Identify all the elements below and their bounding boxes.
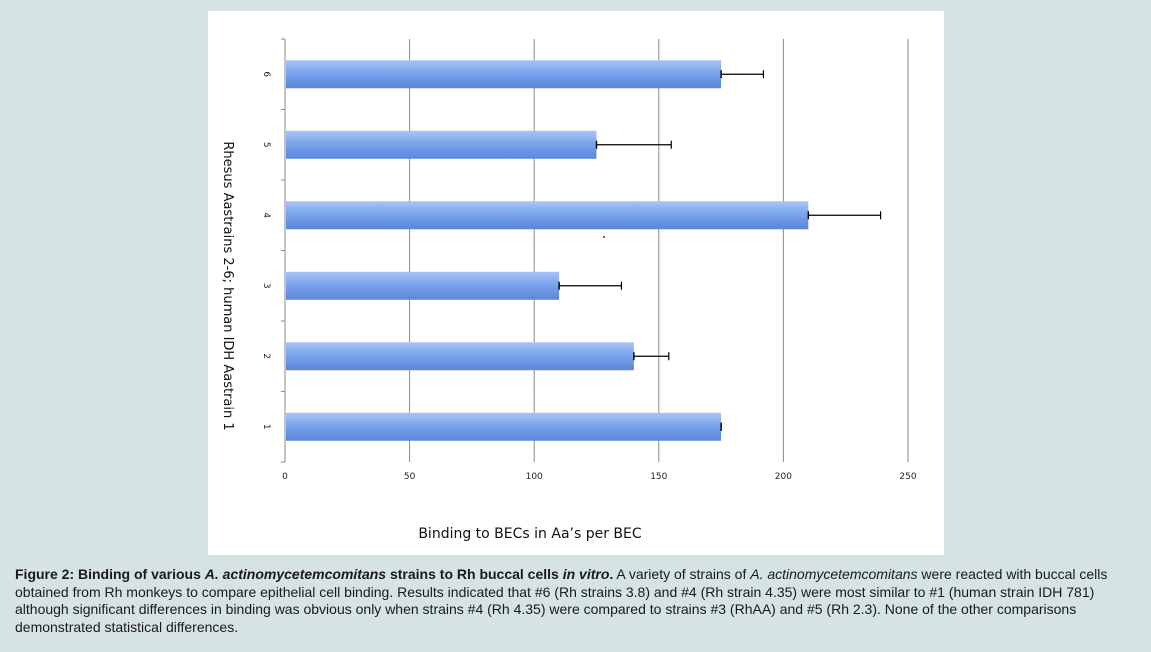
bar-chart: 1 2 3 4 5 6 0 50 100 150 200 250 Binding to BECs i… xyxy=(220,38,917,542)
bar-6 xyxy=(286,60,722,89)
y-axis-title: Rhesus Aastrains 2-6; human IDH Aastrain… xyxy=(220,141,235,430)
bar-4 xyxy=(286,201,809,230)
chart-panel: 1 2 3 4 5 6 0 50 100 150 200 250 Binding to BECs i… xyxy=(208,11,944,555)
caption-body-species: A. actinomycetemcomitans xyxy=(750,566,918,582)
y-tick-label-3: 3 xyxy=(261,283,271,289)
gridlines xyxy=(409,39,909,462)
error-bars xyxy=(558,70,882,431)
caption-lead-invitro: in vitro xyxy=(562,566,610,582)
stray-dot xyxy=(603,236,605,238)
x-tick-label-150: 150 xyxy=(650,472,667,482)
x-tick-label-100: 100 xyxy=(526,472,543,482)
caption-lead-text: Figure 2: Binding of various xyxy=(15,566,205,582)
bar-3 xyxy=(286,271,560,300)
y-tick-labels: 1 2 3 4 5 6 xyxy=(261,71,271,429)
y-tick-label-2: 2 xyxy=(261,353,271,359)
bars xyxy=(286,60,809,441)
caption-lead-species: A. actinomycetemcomitans xyxy=(204,566,387,582)
y-tick-label-5: 5 xyxy=(261,142,271,148)
caption-lead: Figure 2: Binding of various A. actinomy… xyxy=(15,566,613,582)
y-tick-label-6: 6 xyxy=(261,71,271,77)
caption-lead-end: . xyxy=(609,566,614,582)
caption-lead-mid: strains to Rh buccal cells xyxy=(386,566,563,582)
caption-body-rest: were reacted with buccal cells obtained … xyxy=(15,566,1108,635)
y-axis xyxy=(281,38,286,463)
x-tick-label-50: 50 xyxy=(404,472,416,482)
figure-caption: Figure 2: Binding of various A. actinomy… xyxy=(15,566,1139,636)
bar-2 xyxy=(286,342,634,371)
x-tick-label-0: 0 xyxy=(282,472,288,482)
x-tick-label-250: 250 xyxy=(899,472,916,482)
bar-1 xyxy=(286,412,722,441)
x-axis-title: Binding to BECs in Aa’s per BEC xyxy=(418,526,642,542)
x-tick-label-200: 200 xyxy=(775,472,792,482)
y-tick-label-4: 4 xyxy=(261,212,271,218)
bar-5 xyxy=(286,130,597,159)
x-tick-labels: 0 50 100 150 200 250 xyxy=(282,472,917,482)
y-tick-label-1: 1 xyxy=(261,424,271,430)
caption-body-pre: A variety of strains of xyxy=(613,566,751,582)
